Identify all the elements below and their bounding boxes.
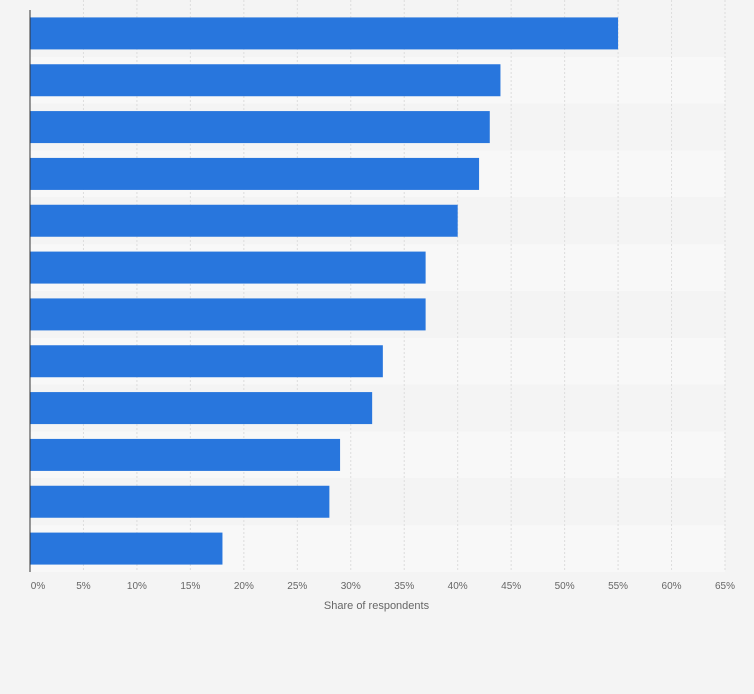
x-tick-label: 50%	[555, 581, 575, 592]
x-axis-label: Share of respondents	[324, 600, 430, 612]
bar	[30, 532, 223, 565]
bar	[30, 392, 373, 425]
bar	[30, 485, 330, 518]
x-tick-label: 30%	[341, 581, 361, 592]
bar	[30, 298, 426, 331]
bar	[30, 251, 426, 284]
x-tick-label: 65%	[715, 581, 735, 592]
x-tick-labels: 0% 5% 10% 15% 20% 25% 30% 35% 40% 45% 50% 55% 60% 65%	[31, 581, 735, 592]
bar	[30, 204, 458, 237]
bar	[30, 17, 619, 50]
bar	[30, 438, 341, 471]
bar	[30, 157, 480, 190]
x-tick-label: 10%	[127, 581, 147, 592]
x-tick-label: 45%	[501, 581, 521, 592]
bar	[30, 345, 383, 378]
x-tick-label: 60%	[662, 581, 682, 592]
bars	[30, 17, 619, 565]
x-tick-label: 35%	[394, 581, 414, 592]
x-tick-label: 40%	[448, 581, 468, 592]
x-tick-label: 5%	[76, 581, 91, 592]
bar	[30, 64, 501, 97]
x-tick-label: 0%	[31, 581, 46, 592]
x-tick-label: 25%	[287, 581, 307, 592]
x-tick-label: 15%	[180, 581, 200, 592]
x-tick-label: 55%	[608, 581, 628, 592]
x-tick-label: 20%	[234, 581, 254, 592]
gridlines	[82, 0, 726, 572]
bar	[30, 111, 490, 144]
